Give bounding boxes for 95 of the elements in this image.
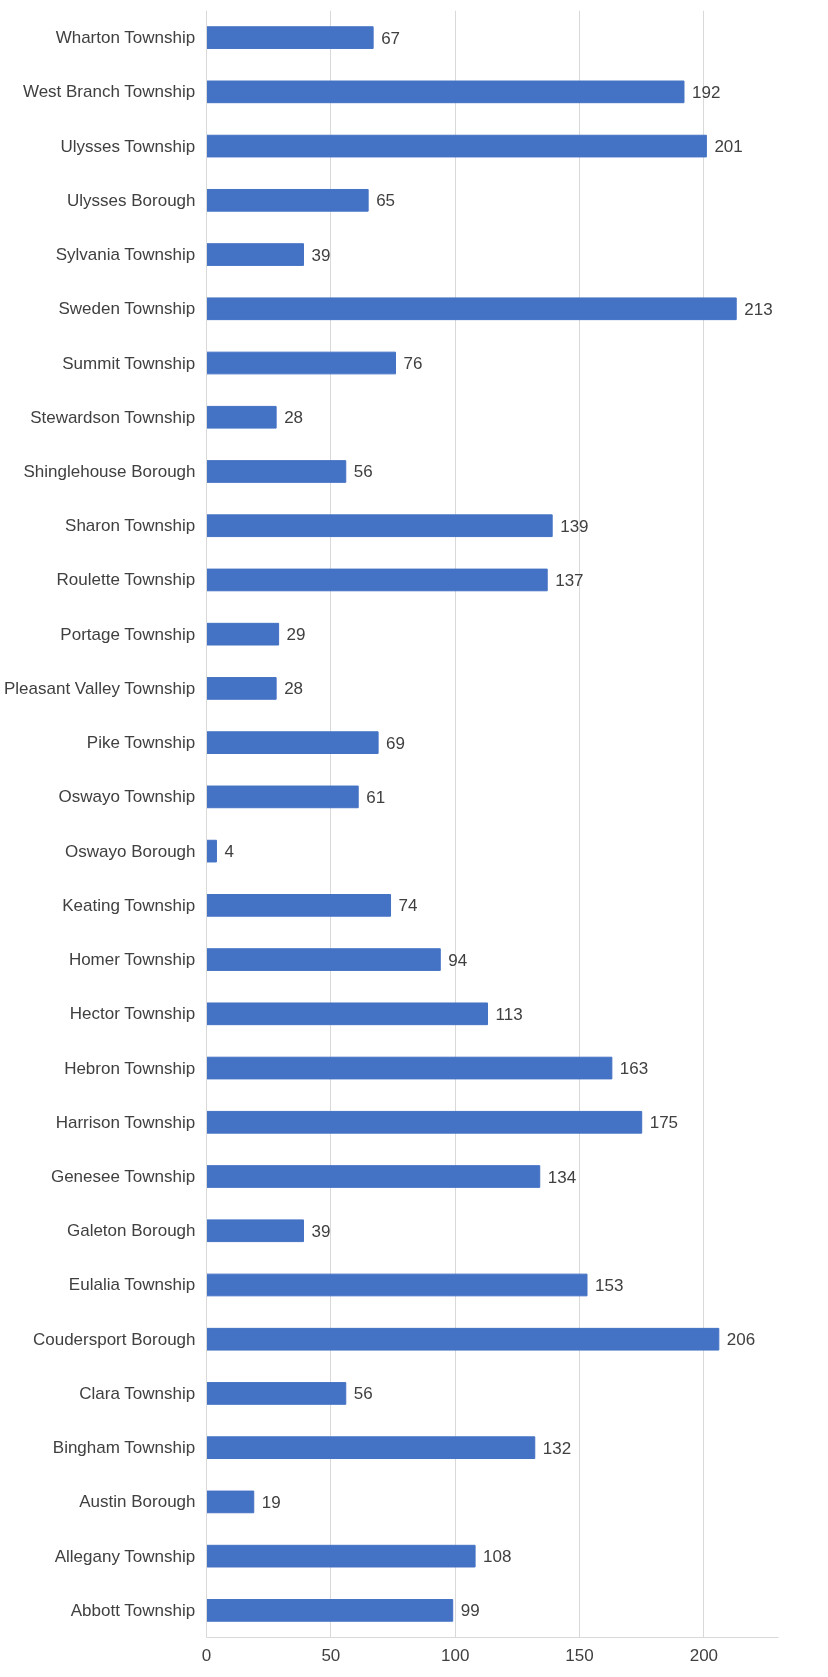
bar — [206, 134, 707, 158]
data-label: 213 — [744, 299, 773, 319]
bar — [206, 26, 374, 49]
data-label: 108 — [483, 1547, 512, 1567]
y-tick-label: Genesee Township — [50, 1167, 196, 1187]
y-tick-label: Coudersport Borough — [32, 1329, 196, 1349]
data-label: 67 — [381, 28, 401, 48]
data-label: 56 — [353, 462, 373, 482]
bar — [206, 1436, 536, 1460]
data-label: 113 — [495, 1004, 523, 1024]
bar — [206, 1490, 255, 1514]
data-label: 163 — [619, 1059, 649, 1079]
data-label: 19 — [261, 1492, 281, 1512]
bar — [206, 1273, 588, 1297]
data-label: 39 — [311, 1221, 331, 1241]
data-label: 76 — [403, 354, 423, 374]
bar — [206, 80, 685, 104]
y-tick-label: Ulysses Township — [60, 136, 196, 156]
data-label: 28 — [284, 679, 304, 699]
y-tick-label: Oswayo Township — [58, 787, 196, 807]
data-label: 56 — [353, 1384, 373, 1404]
bar — [206, 188, 369, 212]
data-label: 206 — [726, 1330, 756, 1350]
bar — [206, 1002, 489, 1026]
y-tick-label: Sylvania Township — [55, 245, 196, 265]
y-tick-label: Portage Township — [60, 624, 196, 644]
y-tick-label: Wharton Township — [55, 28, 196, 48]
bar — [206, 948, 441, 971]
bar — [206, 677, 277, 700]
y-tick-label: Allegany Township — [54, 1546, 196, 1566]
y-tick-label: Keating Township — [62, 895, 196, 915]
y-tick-label: Oswayo Borough — [65, 841, 196, 861]
data-label: 39 — [311, 245, 331, 265]
x-tick-label: 150 — [565, 1645, 594, 1665]
y-tick-label: Eulalia Township — [68, 1275, 196, 1295]
bar — [206, 839, 217, 863]
x-tick-label: 0 — [201, 1645, 212, 1665]
data-label: 132 — [542, 1438, 572, 1458]
bar — [206, 243, 304, 266]
y-tick-label: Hebron Township — [64, 1058, 196, 1078]
y-tick-label: Pike Township — [86, 733, 196, 753]
bar — [206, 460, 347, 483]
y-tick-label: Clara Township — [79, 1383, 196, 1403]
x-tick-label: 200 — [689, 1645, 719, 1665]
y-tick-label: Galeton Borough — [66, 1221, 196, 1241]
data-label: 29 — [286, 625, 306, 645]
data-label: 28 — [284, 408, 304, 428]
bar — [206, 1382, 347, 1405]
y-tick-label: Abbott Township — [70, 1600, 196, 1620]
y-tick-label: Hector Township — [69, 1004, 196, 1024]
data-label: 74 — [398, 896, 418, 916]
data-label: 137 — [555, 570, 584, 590]
data-label: 61 — [366, 787, 386, 807]
bar — [206, 622, 280, 646]
y-tick-label: Austin Borough — [79, 1492, 196, 1512]
bar — [206, 1056, 613, 1080]
bar — [206, 568, 548, 592]
y-tick-label: Harrison Township — [55, 1112, 196, 1132]
y-tick-label: Bingham Township — [52, 1438, 196, 1458]
bar — [206, 1544, 476, 1568]
data-label: 192 — [692, 82, 721, 102]
bar — [206, 1327, 720, 1351]
x-tick-label: 100 — [441, 1645, 470, 1665]
data-label: 134 — [547, 1167, 577, 1187]
bar — [206, 1219, 304, 1243]
data-label: 4 — [224, 842, 234, 862]
y-tick-label: Summit Township — [62, 353, 196, 373]
data-label: 153 — [595, 1275, 624, 1295]
bar — [206, 894, 392, 917]
x-tick-label: 50 — [321, 1645, 341, 1665]
bar — [206, 297, 737, 321]
data-label: 175 — [649, 1113, 679, 1133]
bar — [206, 1599, 454, 1622]
bar — [206, 405, 277, 429]
y-tick-label: Sweden Township — [58, 299, 196, 319]
bar — [206, 1165, 541, 1188]
y-tick-label: West Branch Township — [22, 82, 196, 102]
data-label: 65 — [376, 191, 396, 211]
data-label: 99 — [460, 1601, 480, 1621]
data-label: 139 — [560, 516, 589, 536]
bar — [206, 351, 397, 375]
y-tick-label: Sharon Township — [65, 516, 196, 536]
y-tick-label: Homer Township — [68, 950, 196, 970]
bar — [206, 731, 379, 754]
y-tick-label: Stewardson Township — [30, 407, 196, 427]
data-label: 69 — [386, 733, 406, 753]
data-label: 94 — [448, 950, 468, 970]
y-tick-label: Ulysses Borough — [67, 190, 196, 210]
y-tick-label: Shinglehouse Borough — [23, 461, 196, 481]
y-tick-label: Pleasant Valley Township — [3, 678, 196, 698]
y-tick-label: Roulette Township — [56, 570, 196, 590]
data-label: 201 — [714, 137, 743, 157]
bar — [206, 514, 553, 538]
bar — [206, 1110, 643, 1134]
bar — [206, 785, 359, 809]
